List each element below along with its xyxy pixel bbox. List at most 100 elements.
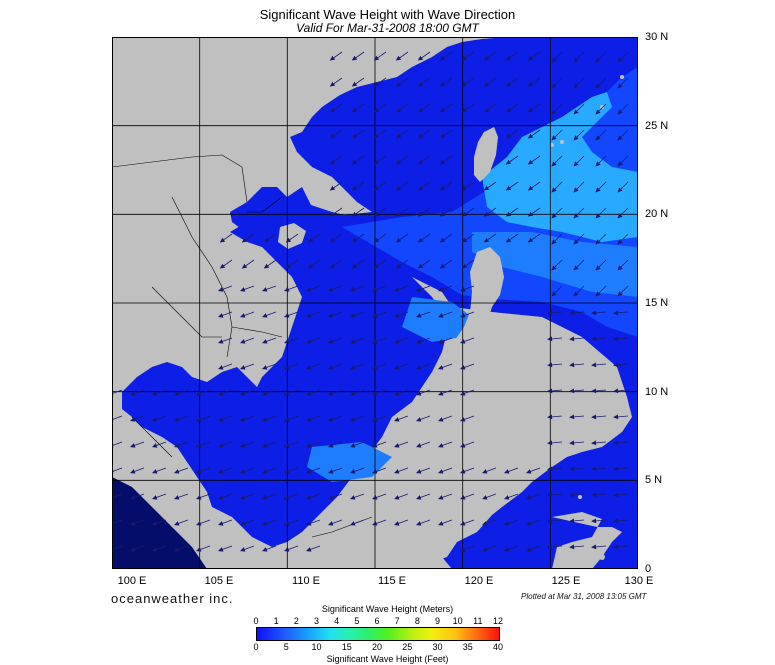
wave-arrow-head	[239, 339, 246, 344]
wave-arrow-head	[329, 81, 336, 87]
wave-arrow-head	[459, 469, 466, 474]
wave-arrow-head	[305, 391, 312, 396]
wave-arrow-head	[527, 55, 534, 61]
wave-arrow-head	[595, 265, 601, 271]
wave-arrow-head	[617, 161, 623, 167]
meters-tick-label: 8	[414, 616, 420, 626]
wave-arrow-head	[547, 492, 553, 498]
wave-arrow-head	[613, 336, 619, 342]
wave-arrow-head	[551, 135, 557, 141]
wave-arrow-head	[461, 237, 468, 243]
wave-arrow-head	[461, 55, 468, 61]
wave-arrow-head	[151, 521, 158, 526]
wave-arrow-head	[349, 339, 356, 344]
wave-arrow-head	[483, 81, 490, 87]
wave-arrow-head	[373, 133, 380, 139]
wave-arrow-head	[415, 287, 422, 292]
wave-arrow-head	[595, 135, 601, 141]
wave-arrow-head	[393, 495, 400, 500]
map-frame	[112, 37, 638, 569]
wave-arrow-head	[439, 107, 446, 113]
wave-arrow-head	[173, 547, 180, 552]
wave-arrow-head	[327, 339, 334, 344]
wave-arrow-head	[261, 417, 268, 422]
wave-arrow-head	[573, 161, 579, 167]
wave-arrow-head	[283, 391, 290, 396]
wave-arrow-head	[437, 469, 444, 474]
wave-arrow-head	[551, 291, 557, 297]
wave-arrow-head	[461, 263, 468, 269]
wave-arrow-head	[195, 547, 202, 552]
wave-arrow-head	[595, 239, 601, 245]
wave-arrow-head	[503, 469, 510, 474]
wave-arrow-head	[371, 365, 378, 370]
wave-arrow-head	[173, 417, 180, 422]
wave-arrow-head	[569, 518, 575, 524]
wave-arrow-head	[305, 365, 312, 370]
wave-arrow-head	[461, 81, 468, 87]
wave-arrow-head	[439, 185, 446, 191]
wave-arrow-head	[261, 495, 268, 500]
meters-tick-label: 6	[374, 616, 380, 626]
wave-arrow-head	[351, 81, 358, 87]
wave-arrow	[112, 519, 123, 525]
wave-arrow-head	[349, 313, 356, 318]
borneo-land	[282, 467, 462, 569]
wave-arrow-head	[415, 495, 422, 500]
wave-arrow-head	[217, 339, 224, 344]
wave-arrow-head	[283, 365, 290, 370]
wave-arrow-head	[351, 263, 358, 269]
wave-arrow-head	[617, 187, 623, 193]
wave-arrow-head	[573, 239, 579, 245]
wave-arrow-head	[195, 495, 202, 500]
wave-arrow-head	[417, 237, 424, 243]
wave-arrow-head	[573, 291, 579, 297]
wave-arrow-head	[415, 391, 422, 396]
feet-tick-label: 15	[341, 642, 352, 652]
wave-arrow-head	[151, 443, 158, 448]
wave-arrow-head	[547, 414, 553, 420]
wave-arrow-head	[483, 185, 490, 191]
taiwan-land	[474, 127, 498, 182]
wave-arrow-head	[217, 313, 224, 318]
wave-arrow-head	[151, 547, 158, 552]
wave-arrow-head	[283, 521, 290, 526]
wave-arrow-head	[569, 336, 575, 342]
wave-arrow-head	[195, 469, 202, 474]
wave-arrow-head	[459, 339, 466, 344]
wave-arrow-head	[613, 492, 619, 498]
wave-arrow-head	[595, 187, 601, 193]
wave-arrow-head	[239, 547, 246, 552]
wave-arrow-head	[351, 159, 358, 165]
wave-arrow-head	[329, 159, 336, 165]
wave-arrow-head	[417, 107, 424, 113]
wave-arrow-head	[219, 237, 226, 243]
wave-arrow-head	[371, 287, 378, 292]
wave-arrow-head	[327, 391, 334, 396]
lon-label-110e: 110 E	[292, 575, 320, 587]
wave-arrow-head	[283, 313, 290, 318]
wave-arrow-head	[459, 521, 466, 526]
wave-arrow-head	[547, 518, 553, 524]
wave-arrow-head	[129, 547, 136, 552]
wave-arrow-head	[283, 417, 290, 422]
feet-tick-label: 10	[311, 642, 322, 652]
wave-arrow-head	[573, 135, 579, 141]
wave-arrow-head	[261, 443, 268, 448]
wave-arrow-head	[351, 211, 358, 217]
wave-arrow-head	[239, 313, 246, 318]
wave-arrow-head	[569, 388, 575, 394]
wave-arrow-head	[195, 391, 202, 396]
wave-arrow-head	[483, 237, 490, 243]
wave-arrow-head	[525, 521, 532, 526]
lat-label-0: 0	[645, 563, 652, 575]
wave-arrow-head	[263, 237, 270, 243]
wave-arrow-head	[217, 495, 224, 500]
wave-arrow-head	[351, 55, 358, 61]
wave-arrow-head	[417, 81, 424, 87]
wave-arrow-head	[307, 237, 314, 243]
wave-arrow-head	[525, 495, 532, 500]
wave-arrow-head	[329, 107, 336, 113]
wave-arrow-head	[395, 263, 402, 269]
wave-arrow-head	[417, 133, 424, 139]
